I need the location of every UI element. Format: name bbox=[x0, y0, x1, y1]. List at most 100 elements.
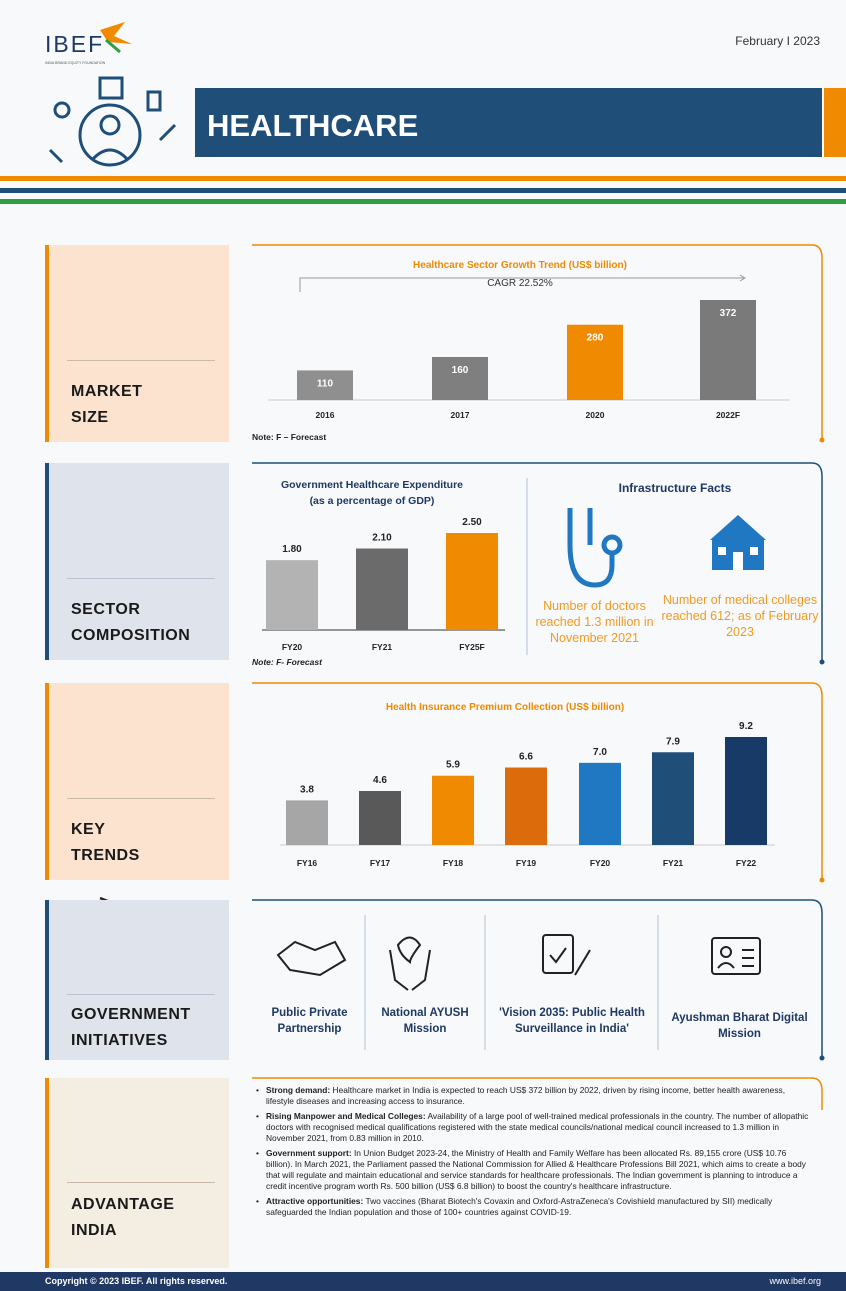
header-icon bbox=[48, 76, 177, 167]
section-label: SECTOR COMPOSITION bbox=[71, 601, 191, 644]
text: In Union Budget 2023-24, the Ministry of… bbox=[266, 1148, 806, 1191]
bar bbox=[432, 356, 488, 400]
x-tick-label: FY25F bbox=[459, 642, 485, 652]
x-tick-label: FY16 bbox=[297, 858, 318, 868]
bar bbox=[725, 737, 767, 845]
bar bbox=[652, 752, 694, 845]
title-accent bbox=[824, 88, 846, 157]
bar bbox=[359, 791, 401, 845]
value-label: 110 bbox=[317, 378, 334, 389]
section-label: GOVERNMENT INITIATIVES bbox=[71, 1006, 191, 1049]
lead: Government support: bbox=[266, 1148, 352, 1158]
lead: Attractive opportunities: bbox=[266, 1196, 364, 1206]
initiative: 'Vision 2035: Public Health Surveillance… bbox=[499, 1007, 645, 1035]
card: MARKET SIZE bbox=[45, 245, 229, 442]
value-label: 7.9 bbox=[666, 736, 680, 747]
card: GOVERNMENT INITIATIVES bbox=[45, 900, 229, 1060]
separator bbox=[67, 798, 215, 799]
bar bbox=[356, 548, 408, 630]
annotation: CAGR 22.52% bbox=[487, 278, 553, 289]
x-tick-label: 2016 bbox=[316, 410, 335, 420]
footer: Copyright © 2023 IBEF. All rights reserv… bbox=[0, 1272, 846, 1291]
infra-title: Infrastructure Facts bbox=[619, 481, 732, 495]
logo-leaf bbox=[105, 38, 121, 54]
x-tick-label: FY21 bbox=[372, 642, 393, 652]
section-label: ADVANTAGE INDIA bbox=[71, 1196, 175, 1239]
cagr-bracket bbox=[299, 274, 746, 292]
lead: Rising Manpower and Medical Colleges: bbox=[266, 1111, 426, 1121]
stripe-orange bbox=[0, 176, 846, 181]
date: February I 2023 bbox=[735, 34, 820, 48]
bar bbox=[700, 300, 756, 400]
advantage-list: Strong demand: Healthcare market in Indi… bbox=[255, 1085, 815, 1222]
initiative-icons bbox=[276, 934, 761, 991]
copyright: Copyright © 2023 IBEF. All rights reserv… bbox=[45, 1276, 228, 1286]
initiative: Public Private Partnership bbox=[271, 1007, 348, 1035]
separator bbox=[67, 1182, 215, 1183]
value-label: 6.6 bbox=[519, 752, 533, 763]
x-tick-label: FY20 bbox=[282, 642, 303, 652]
x-tick-label: 2020 bbox=[586, 410, 605, 420]
value-label: 1.80 bbox=[282, 544, 302, 555]
card: ADVANTAGE INDIA bbox=[45, 1078, 229, 1268]
value-label: 2.10 bbox=[372, 533, 392, 544]
title-bar bbox=[195, 88, 822, 157]
initiative: National AYUSH Mission bbox=[381, 1007, 469, 1035]
advantage-item: Government support: In Union Budget 2023… bbox=[255, 1148, 815, 1192]
value-label: 160 bbox=[452, 365, 469, 376]
panel-borders bbox=[252, 244, 823, 1110]
stethoscope-icon bbox=[567, 508, 623, 588]
advantage-item: Attractive opportunities: Two vaccines (… bbox=[255, 1196, 815, 1218]
logo-sub: INDIA BRAND EQUITY FOUNDATION bbox=[45, 61, 106, 65]
arrow-heads bbox=[819, 659, 825, 1061]
chart-title: Government Healthcare Expenditure bbox=[281, 479, 463, 491]
chart-title: Health Insurance Premium Collection (US$… bbox=[386, 702, 624, 713]
value-label: 4.6 bbox=[373, 775, 387, 786]
bar bbox=[505, 767, 547, 845]
college-windows bbox=[718, 547, 758, 570]
x-tick-label: FY19 bbox=[516, 858, 537, 868]
separator bbox=[67, 360, 215, 361]
bar bbox=[432, 775, 474, 845]
stripe-blue bbox=[0, 188, 846, 193]
x-tick-label: FY17 bbox=[370, 858, 391, 868]
logo-bird bbox=[100, 22, 132, 44]
value-label: 2.50 bbox=[462, 517, 482, 528]
page-title: HEALTHCARE bbox=[207, 108, 418, 143]
lead: Strong demand: bbox=[266, 1085, 331, 1095]
bar bbox=[266, 560, 318, 630]
card: SECTOR COMPOSITION bbox=[45, 463, 229, 660]
logo: IBEF bbox=[45, 31, 104, 57]
value-label: 3.8 bbox=[300, 784, 314, 795]
value-label: 280 bbox=[587, 333, 604, 344]
x-tick-label: FY22 bbox=[736, 858, 757, 868]
separator bbox=[67, 994, 215, 995]
separator bbox=[67, 578, 215, 579]
note: Note: F – Forecast bbox=[252, 432, 326, 442]
arrow-heads bbox=[819, 437, 825, 883]
bar bbox=[567, 324, 623, 400]
chart-title: Healthcare Sector Growth Trend (US$ bill… bbox=[413, 260, 627, 271]
x-tick-label: FY20 bbox=[590, 858, 611, 868]
bar bbox=[286, 800, 328, 845]
initiative: Ayushman Bharat Digital Mission bbox=[671, 1012, 808, 1040]
note: Note: F- Forecast bbox=[252, 657, 323, 667]
bar bbox=[446, 533, 498, 630]
x-tick-label: FY21 bbox=[663, 858, 684, 868]
value-label: 5.9 bbox=[446, 760, 460, 771]
x-tick-label: 2017 bbox=[451, 410, 470, 420]
section-label: MARKET SIZE bbox=[71, 383, 143, 426]
section-label: KEY TRENDS bbox=[71, 821, 140, 864]
value-label: 9.2 bbox=[739, 721, 753, 732]
url: www.ibef.org bbox=[769, 1276, 821, 1286]
card: KEY TRENDS bbox=[45, 683, 229, 880]
bar bbox=[297, 370, 353, 400]
stripe-green bbox=[0, 199, 846, 204]
text: Availability of a large pool of well-tra… bbox=[266, 1111, 809, 1143]
x-tick-label: FY18 bbox=[443, 858, 464, 868]
fact: Number of medical colleges reached 612; … bbox=[661, 593, 819, 639]
chart-subtitle: (as a percentage of GDP) bbox=[310, 495, 435, 507]
x-tick-label: 2022F bbox=[716, 410, 740, 420]
